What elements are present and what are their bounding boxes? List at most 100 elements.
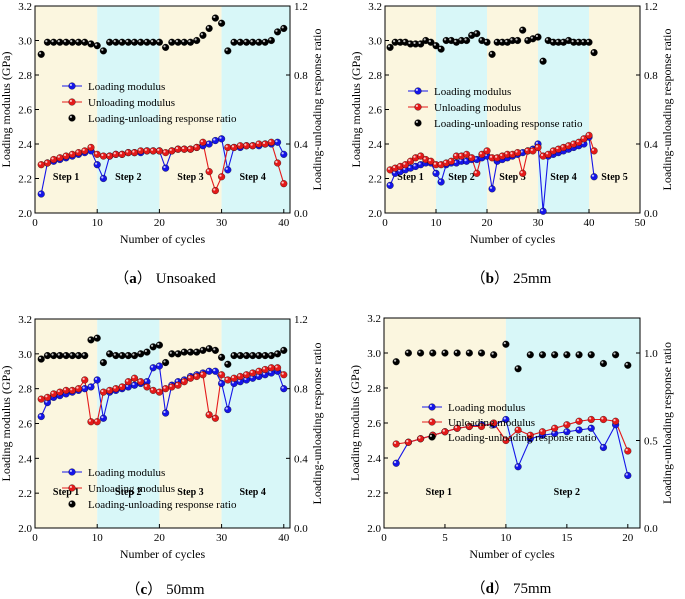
response-ratio-point-highlight bbox=[150, 40, 154, 43]
response-ratio-point-highlight bbox=[505, 40, 508, 43]
response-ratio-point-highlight bbox=[566, 38, 569, 41]
unloading-modulus-point bbox=[199, 371, 207, 379]
unloading-modulus-point bbox=[112, 150, 120, 158]
legend-marker bbox=[68, 114, 76, 122]
response-ratio-point bbox=[62, 352, 70, 360]
step-label: Step 4 bbox=[239, 172, 265, 183]
y-right-tick-label: 0.4 bbox=[294, 139, 308, 151]
unloading-modulus-point bbox=[587, 415, 595, 424]
response-ratio-point bbox=[255, 352, 263, 360]
unloading-modulus-point bbox=[575, 417, 583, 425]
response-ratio-point bbox=[68, 38, 76, 46]
unloading-modulus-point bbox=[211, 414, 219, 422]
response-ratio-point bbox=[50, 38, 58, 46]
unloading-modulus-point-highlight bbox=[398, 164, 401, 167]
response-ratio-point-highlight bbox=[63, 40, 67, 43]
loading-modulus-point-highlight bbox=[564, 429, 567, 432]
loading-modulus-point-highlight bbox=[413, 164, 416, 167]
loading-modulus-point bbox=[130, 381, 139, 389]
unloading-modulus-point-highlight bbox=[571, 141, 574, 144]
response-ratio-point-highlight bbox=[281, 26, 284, 29]
loading-modulus-point bbox=[432, 169, 440, 177]
loading-modulus-point bbox=[99, 414, 107, 422]
unloading-modulus-point-highlight bbox=[467, 424, 470, 427]
unloading-modulus-point bbox=[267, 138, 275, 146]
unloading-modulus-point bbox=[81, 147, 89, 155]
unloading-modulus-point bbox=[261, 140, 269, 148]
legend: Loading modulus Unloading modulus Loading-… bbox=[62, 81, 237, 125]
x-tick-label: 0 bbox=[382, 217, 388, 229]
legend-entry: Unloading modulus bbox=[88, 483, 175, 495]
response-ratio-point-highlight bbox=[175, 351, 179, 354]
unloading-modulus-point bbox=[205, 168, 213, 176]
response-ratio-point-highlight bbox=[561, 40, 564, 43]
loading-modulus-point-highlight bbox=[206, 369, 210, 372]
unloading-modulus-point bbox=[236, 372, 244, 381]
legend-marker bbox=[414, 119, 422, 127]
loading-modulus-point-highlight bbox=[157, 363, 160, 367]
x-axis-label: Number of cycles bbox=[120, 547, 206, 561]
response-ratio-point bbox=[149, 343, 157, 351]
y-left-tick-label: 2.0 bbox=[367, 523, 381, 535]
response-ratio-point bbox=[155, 38, 163, 46]
unloading-modulus-point bbox=[193, 143, 201, 152]
unloading-modulus-point bbox=[404, 438, 412, 446]
caption-letter: d bbox=[486, 581, 495, 597]
y-left-tick-label: 3.0 bbox=[18, 349, 32, 361]
unloading-modulus-point-highlight bbox=[489, 155, 493, 158]
loading-modulus-point-highlight bbox=[552, 431, 555, 434]
unloading-modulus-point-highlight bbox=[45, 395, 48, 398]
unloading-modulus-point-highlight bbox=[530, 148, 533, 151]
response-ratio-point bbox=[261, 352, 269, 360]
response-ratio-point bbox=[502, 340, 510, 348]
unloading-modulus-point-highlight bbox=[169, 384, 172, 387]
loading-modulus-point bbox=[37, 412, 45, 421]
unloading-modulus-point-highlight bbox=[515, 427, 519, 430]
response-ratio-point-highlight bbox=[244, 40, 247, 43]
response-ratio-point-highlight bbox=[449, 38, 452, 41]
response-ratio-point-highlight bbox=[107, 40, 110, 43]
x-tick-label: 50 bbox=[635, 217, 647, 229]
unloading-modulus-point bbox=[186, 145, 195, 153]
response-ratio-point-highlight bbox=[169, 40, 172, 43]
response-ratio-point-highlight bbox=[500, 40, 503, 43]
unloading-modulus-point bbox=[130, 149, 139, 157]
y-right-tick-label: 1.0 bbox=[644, 348, 658, 360]
unloading-modulus-point-highlight bbox=[70, 152, 73, 155]
response-ratio-point-highlight bbox=[510, 38, 513, 41]
response-ratio-point-highlight bbox=[459, 38, 462, 41]
unloading-modulus-point-highlight bbox=[525, 148, 528, 151]
response-ratio-point bbox=[280, 24, 288, 32]
unloading-modulus-point bbox=[249, 142, 257, 150]
unloading-modulus-point-highlight bbox=[418, 436, 421, 439]
response-ratio-point-highlight bbox=[576, 40, 579, 43]
loading-modulus-point-highlight bbox=[219, 381, 222, 384]
response-ratio-point bbox=[37, 355, 45, 363]
response-ratio-point-highlight bbox=[70, 40, 73, 43]
response-ratio-point-highlight bbox=[464, 38, 467, 41]
x-tick-label: 20 bbox=[154, 532, 166, 544]
response-ratio-point bbox=[437, 45, 445, 53]
unloading-modulus-point bbox=[267, 364, 275, 372]
response-ratio-point-highlight bbox=[484, 40, 487, 43]
response-ratio-point bbox=[168, 350, 176, 358]
x-axis-label: Number of cycles bbox=[469, 547, 555, 561]
loading-modulus-point-highlight bbox=[418, 162, 421, 165]
y-right-tick-label: 0.4 bbox=[294, 453, 308, 465]
response-ratio-point-highlight bbox=[535, 34, 539, 38]
response-ratio-point-highlight bbox=[144, 40, 147, 43]
response-ratio-point-highlight bbox=[119, 353, 123, 356]
unloading-modulus-point-highlight bbox=[275, 160, 278, 163]
unloading-modulus-point-highlight bbox=[70, 388, 73, 391]
response-ratio-point bbox=[599, 359, 607, 368]
y-left-tick-label: 3.2 bbox=[18, 314, 32, 326]
unloading-modulus-point bbox=[174, 381, 182, 389]
step-label: Step 3 bbox=[499, 172, 525, 183]
y-left-tick-label: 2.6 bbox=[18, 419, 32, 431]
unloading-modulus-point bbox=[230, 374, 238, 382]
response-ratio-point-highlight bbox=[520, 27, 523, 31]
unloading-modulus-point-highlight bbox=[57, 389, 60, 393]
response-ratio-point bbox=[236, 352, 244, 360]
response-ratio-point-highlight bbox=[206, 26, 210, 29]
response-ratio-point-highlight bbox=[393, 359, 397, 362]
